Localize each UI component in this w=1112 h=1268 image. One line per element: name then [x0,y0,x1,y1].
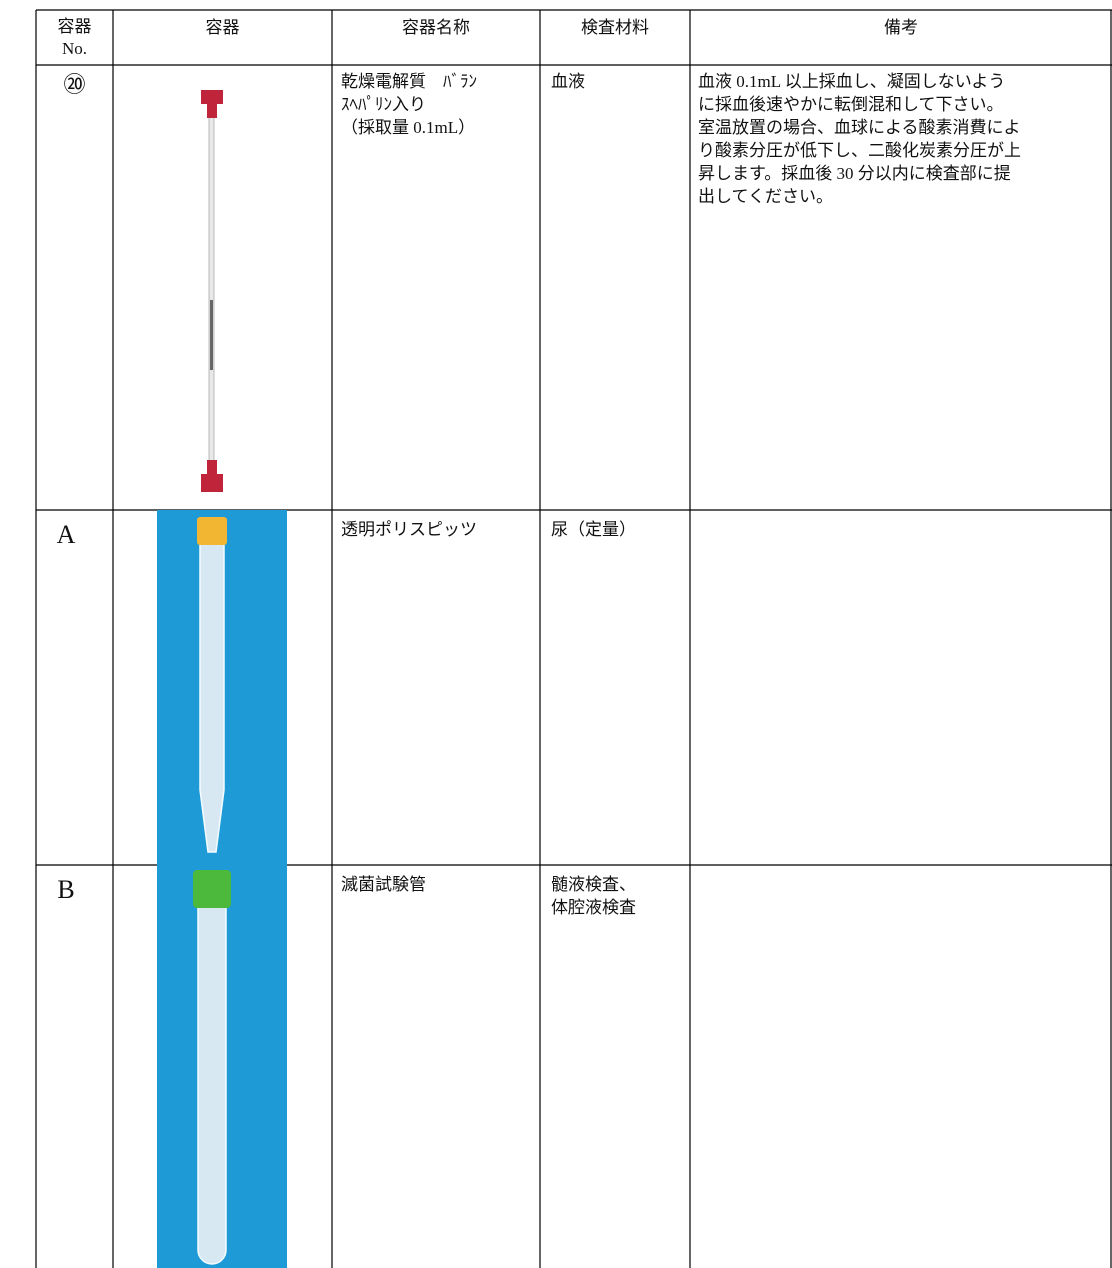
note: 昇します。採血後 30 分以内に検査部に提 [698,164,1011,183]
container-name: ｽﾍﾊﾟﾘﾝ入り [341,95,426,114]
container-name: 透明ポリスピッツ [341,520,477,539]
material: 尿（定量） [551,520,636,539]
urine-tube [157,510,287,865]
header-text: 備考 [884,18,918,37]
note-cell: 血液 0.1mL 以上採血し、凝固しないよう に採血後速やかに転倒混和して下さい。… [698,70,1021,208]
note: 血液 0.1mL 以上採血し、凝固しないよう [698,72,1006,91]
material-cell: 尿（定量） [551,518,636,541]
header-text: No. [61,39,88,58]
container-name: 滅菌試験管 [341,875,426,894]
container-no: B [57,875,75,904]
header-text: 容器 [205,18,240,37]
note: り酸素分圧が低下し、二酸化炭素分圧が上 [698,141,1021,160]
header-cell: 容器 No. [36,16,113,60]
container-no: A [56,520,76,549]
material-cell: 髄液検査、体腔液検査 [551,873,636,919]
header-text: 容器名称 [402,18,470,37]
header-text: 検査材料 [581,18,649,37]
container-no: ⑳ [63,72,86,97]
header-text: 容器 [57,17,92,36]
sterile-tube [157,865,287,1268]
note: に採血後速やかに転倒混和して下さい。 [698,95,1004,114]
note: 出してください。 [698,187,833,206]
container-name: 乾燥電解質 ﾊﾞﾗﾝ [341,72,477,91]
material: 髄液検査、 [551,875,636,894]
container-name-cell: 透明ポリスピッツ [341,518,477,541]
container-name-cell: 滅菌試験管 [341,873,426,896]
material: 血液 [551,72,585,91]
material-cell: 血液 [551,70,585,93]
material: 体腔液検査 [551,898,636,917]
container-name: （採取量 0.1mL） [341,118,476,137]
capillary-tube [201,90,223,492]
container-name-cell: 乾燥電解質 ﾊﾞﾗﾝ ｽﾍﾊﾟﾘﾝ入り （採取量 0.1mL） [341,70,477,139]
note: 室温放置の場合、血球による酸素消費によ [698,118,1021,137]
